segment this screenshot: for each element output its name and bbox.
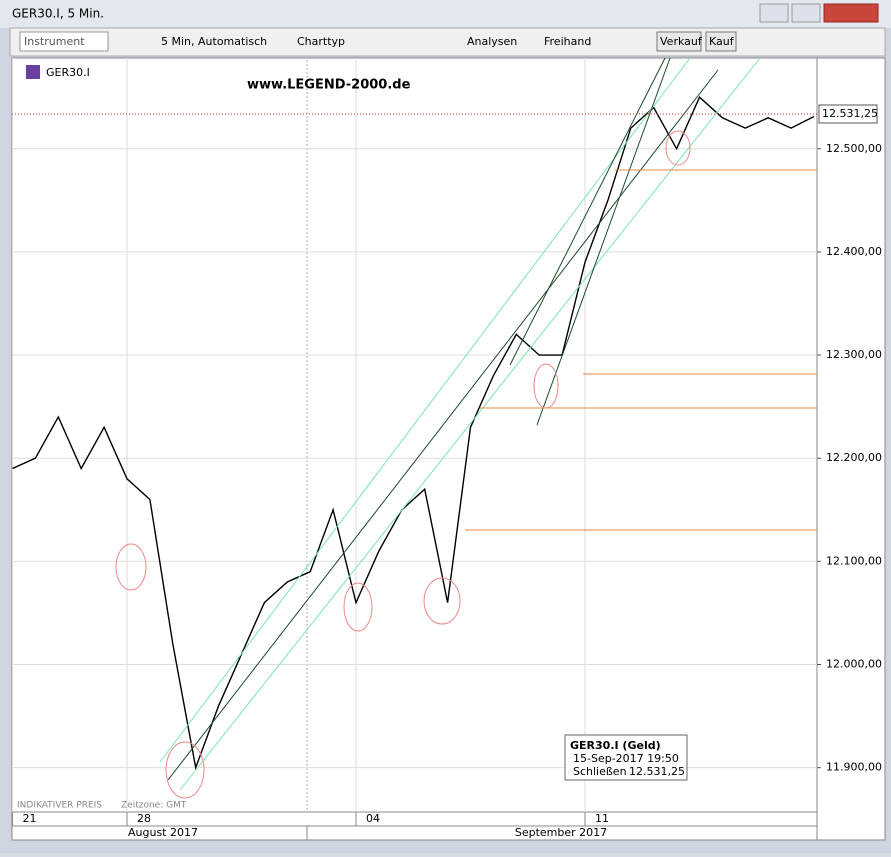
toolbar: [9, 27, 886, 57]
channel-line: [179, 57, 761, 791]
x-tick-label: 11: [595, 812, 609, 825]
buy-label: Kauf: [709, 35, 735, 48]
interval-menu[interactable]: 5 Min, Automatisch: [161, 35, 267, 48]
charttype-menu[interactable]: Charttyp: [297, 35, 345, 48]
freehand-menu[interactable]: Freihand: [544, 35, 591, 48]
sell-label: Verkauf: [660, 35, 703, 48]
price-line: [12, 96, 815, 771]
channel-line: [159, 57, 691, 763]
trend-line: [536, 57, 671, 426]
tooltip: [564, 734, 688, 781]
tooltip-close-value: 12.531,25: [629, 765, 685, 778]
y-tick-label: 11.900,00: [826, 761, 882, 774]
price-tag: [818, 104, 878, 124]
y-tick-label: 12.300,00: [826, 348, 882, 361]
highlight-circle: [343, 582, 373, 632]
highlight-circle: [115, 543, 147, 591]
y-tick-label: 12.500,00: [826, 142, 882, 155]
analyses-menu[interactable]: Analysen: [467, 35, 517, 48]
highlight-circle: [165, 741, 205, 799]
y-tick-label: 12.100,00: [826, 554, 882, 567]
symbol-label[interactable]: GER30.I: [46, 66, 90, 79]
maximize-button[interactable]: [791, 3, 821, 23]
highlight-circle: [423, 577, 461, 625]
tooltip-time: 15-Sep-2017 19:50: [573, 752, 679, 765]
y-tick-label: 12.200,00: [826, 451, 882, 464]
minimize-button[interactable]: [759, 3, 789, 23]
month-label: August 2017: [128, 826, 198, 839]
sell-button[interactable]: [656, 31, 702, 52]
buy-button[interactable]: [705, 31, 737, 52]
highlight-circle: [665, 130, 691, 166]
y-tick-label: 12.400,00: [826, 245, 882, 258]
title-bar: [0, 0, 891, 28]
highlight-circle: [533, 363, 559, 409]
trend-line: [167, 69, 719, 781]
watermark: www.LEGEND-2000.de: [247, 78, 411, 93]
x-tick-label: 21: [23, 812, 37, 825]
annotations: [12, 57, 817, 799]
month-label: September 2017: [515, 826, 607, 839]
trend-line: [509, 57, 666, 366]
x-tick-label: 28: [137, 812, 151, 825]
chart-area: [11, 57, 886, 841]
close-button[interactable]: [823, 3, 879, 23]
instrument-input[interactable]: [19, 31, 109, 52]
instrument-placeholder: Instrument: [24, 35, 85, 48]
price-tag-label: 12.531,25: [822, 107, 878, 120]
x-tick-label: 04: [366, 812, 380, 825]
y-tick-label: 12.000,00: [826, 658, 882, 671]
symbol-icon: [26, 65, 40, 79]
window-title: GER30.I, 5 Min.: [12, 7, 104, 21]
tooltip-title: GER30.I (Geld): [570, 739, 661, 752]
indicative-label: INDIKATIVER PREIS: [17, 801, 102, 811]
timezone-label: Zeitzone: GMT: [121, 801, 187, 811]
tooltip-close-label: Schließen: [573, 765, 627, 778]
